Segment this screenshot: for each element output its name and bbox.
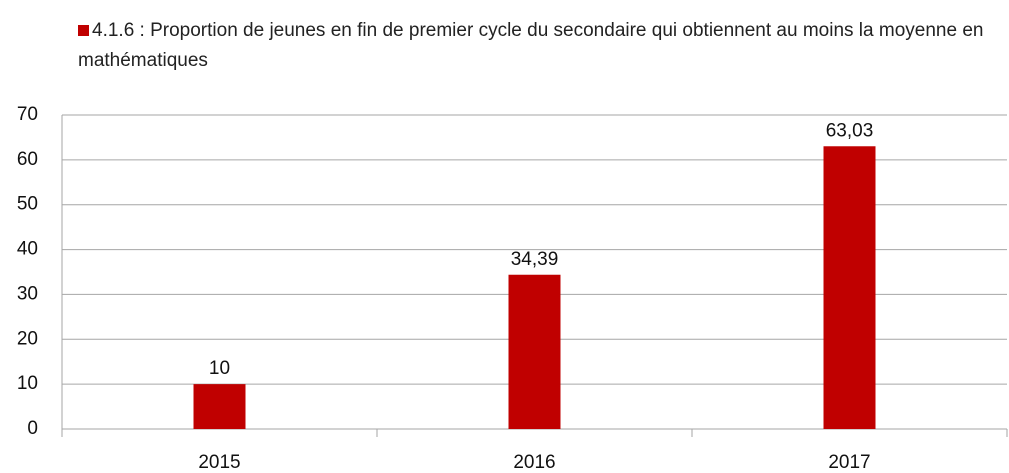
y-tick-label: 10 bbox=[17, 373, 38, 394]
x-tick-label: 2015 bbox=[198, 452, 240, 473]
data-label: 34,39 bbox=[511, 249, 559, 270]
legend-swatch bbox=[78, 25, 89, 36]
bar bbox=[823, 146, 876, 429]
legend-label: 4.1.6 : Proportion de jeunes en fin de p… bbox=[78, 20, 984, 71]
y-tick-label: 60 bbox=[17, 149, 38, 170]
bar bbox=[193, 384, 246, 429]
x-tick-label: 2017 bbox=[828, 452, 870, 473]
y-tick-label: 40 bbox=[17, 239, 38, 260]
bar bbox=[508, 274, 561, 429]
y-tick-label: 0 bbox=[27, 418, 38, 439]
x-tick-label: 2016 bbox=[513, 452, 555, 473]
legend: 4.1.6 : Proportion de jeunes en fin de p… bbox=[78, 16, 1003, 76]
data-label: 63,03 bbox=[826, 120, 874, 141]
y-tick-label: 50 bbox=[17, 194, 38, 215]
y-tick-label: 20 bbox=[17, 328, 38, 349]
data-label: 10 bbox=[209, 358, 230, 379]
y-tick-label: 30 bbox=[17, 283, 38, 304]
y-tick-label: 70 bbox=[17, 104, 38, 125]
